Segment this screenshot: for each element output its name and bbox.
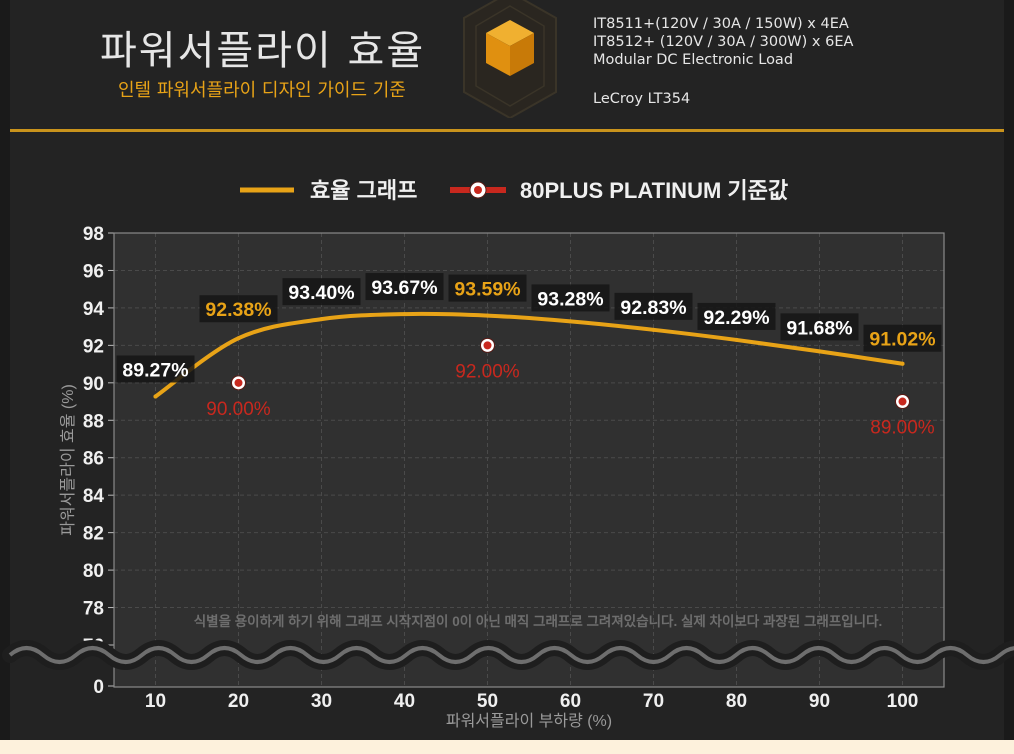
- x-tick-label: 80: [726, 691, 747, 712]
- y-tick-label: 0: [93, 677, 104, 698]
- y-tick-label: 98: [83, 224, 104, 245]
- left-frame: [0, 0, 10, 754]
- efficiency-point: [319, 317, 324, 322]
- efficiency-label-bg: [448, 274, 527, 302]
- x-tick-label: 50: [477, 691, 498, 712]
- plot-border: [113, 232, 945, 688]
- chart-annotation: 식별을 용이하게 하기 위해 그래프 시작지점이 0이 아닌 매직 그래프로 그…: [194, 613, 883, 629]
- y-tick-label: 94: [83, 299, 105, 320]
- x-tick-label: 10: [145, 691, 166, 712]
- legend-platinum-label: 80PLUS PLATINUM 기준값: [520, 178, 788, 203]
- efficiency-label-bg: [531, 284, 610, 312]
- x-tick-label: 100: [887, 691, 919, 712]
- efficiency-label-bg: [780, 313, 859, 341]
- efficiency-label: 91.68%: [786, 317, 852, 339]
- efficiency-label: 93.67%: [371, 277, 437, 299]
- x-tick-label: 60: [560, 691, 581, 712]
- axis-break-line: [8, 646, 1014, 664]
- efficiency-label-bg: [199, 295, 278, 323]
- x-tick-label: 40: [394, 691, 415, 712]
- header-divider: [10, 129, 1004, 132]
- page-subtitle: 인텔 파워서플라이 디자인 가이드 기준: [118, 80, 406, 101]
- y-tick-label: 84: [83, 486, 105, 507]
- efficiency-point: [153, 394, 158, 399]
- efficiency-point: [485, 313, 490, 318]
- spec-oscilloscope: LeCroy LT354: [593, 91, 691, 107]
- y-tick-label: 90: [83, 374, 104, 395]
- y-tick-label: 80: [83, 561, 104, 582]
- efficiency-line: [153, 311, 905, 399]
- efficiency-point: [651, 327, 656, 332]
- efficiency-label: 93.59%: [454, 279, 520, 301]
- platinum-marker-inner: [234, 378, 243, 387]
- y-tick-label: 82: [83, 524, 104, 545]
- efficiency-point: [900, 361, 905, 366]
- platinum-marker-inner: [483, 341, 492, 350]
- platinum-marker-inner: [898, 397, 907, 406]
- spec-load-1: IT8511+(120V / 30A / 150W) x 4EA: [593, 16, 849, 32]
- y-axis-title: 파워서플라이 효율 (%): [59, 384, 77, 536]
- efficiency-label-bg: [697, 302, 776, 330]
- chart-legend: 효율 그래프 80PLUS PLATINUM 기준값: [240, 178, 788, 203]
- efficiency-point: [236, 336, 241, 341]
- efficiency-point: [402, 312, 407, 317]
- x-tick-label: 20: [228, 691, 249, 712]
- y-tick-label: 88: [83, 411, 104, 432]
- platinum-label: 89.00%: [870, 418, 935, 439]
- x-tick-label: 70: [643, 691, 664, 712]
- bottom-strip: [0, 740, 1014, 754]
- efficiency-label: 92.29%: [703, 307, 769, 329]
- y-tick-label: 86: [83, 449, 104, 470]
- efficiency-point: [734, 337, 739, 342]
- efficiency-label-bg: [282, 278, 361, 306]
- efficiency-point: [568, 319, 573, 324]
- efficiency-label: 89.27%: [122, 359, 188, 381]
- legend-efficiency-label: 효율 그래프: [310, 178, 417, 203]
- efficiency-label-bg: [116, 355, 195, 383]
- y-tick-label: 92: [83, 336, 104, 357]
- efficiency-label-bg: [863, 324, 942, 352]
- platinum-label: 92.00%: [455, 361, 520, 382]
- efficiency-label: 91.02%: [869, 329, 935, 351]
- right-frame: [1004, 0, 1014, 754]
- efficiency-label-bg: [365, 273, 444, 301]
- efficiency-label: 92.83%: [620, 297, 686, 319]
- y-tick-label: 78: [83, 599, 104, 620]
- legend-platinum-marker-inner: [474, 186, 482, 194]
- efficiency-point: [817, 349, 822, 354]
- spec-load-type: Modular DC Electronic Load: [593, 52, 794, 68]
- efficiency-label: 93.40%: [288, 282, 354, 304]
- x-axis-title: 파워서플라이 부하량 (%): [446, 712, 612, 730]
- cube-logo-icon: [463, 0, 557, 118]
- spec-load-2: IT8512+ (120V / 30A / 300W) x 6EA: [593, 34, 854, 50]
- x-tick-label: 30: [311, 691, 332, 712]
- efficiency-label: 92.38%: [205, 299, 271, 321]
- efficiency-label: 93.28%: [537, 288, 603, 310]
- page-title: 파워서플라이 효율: [100, 28, 426, 74]
- platinum-label: 90.00%: [206, 399, 271, 420]
- efficiency-label-bg: [614, 292, 693, 320]
- x-tick-label: 90: [809, 691, 830, 712]
- y-tick-label: 96: [83, 261, 104, 282]
